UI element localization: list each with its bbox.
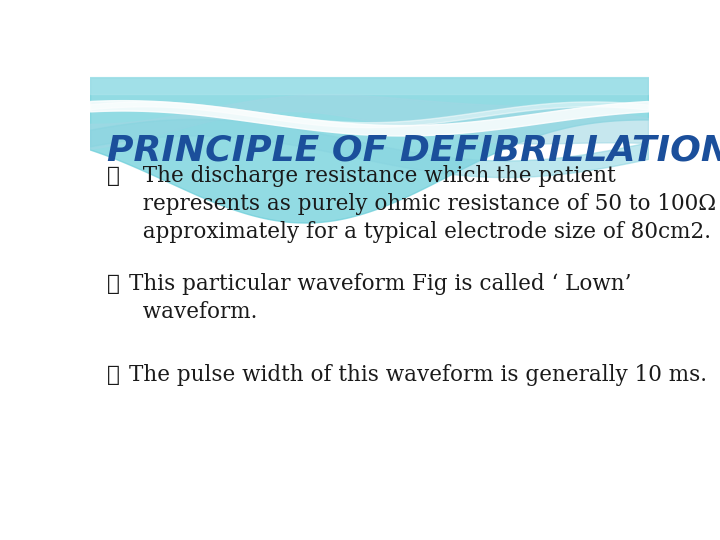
Text: The discharge resistance which the patient: The discharge resistance which the patie…	[129, 165, 616, 187]
Text: represents as purely ohmic resistance of 50 to 100Ω: represents as purely ohmic resistance of…	[129, 193, 716, 215]
Text: ❖: ❖	[107, 165, 120, 187]
Text: waveform.: waveform.	[129, 301, 258, 323]
Text: This particular waveform Fig is called ‘ Lown’: This particular waveform Fig is called ‘…	[129, 273, 631, 295]
Text: ❖: ❖	[107, 364, 120, 386]
Text: approximately for a typical electrode size of 80cm2.: approximately for a typical electrode si…	[129, 221, 711, 243]
Text: ❖: ❖	[107, 273, 120, 295]
Text: The pulse width of this waveform is generally 10 ms.: The pulse width of this waveform is gene…	[129, 364, 707, 386]
Text: PRINCIPLE OF DEFIBRILLATION: PRINCIPLE OF DEFIBRILLATION	[107, 133, 720, 167]
